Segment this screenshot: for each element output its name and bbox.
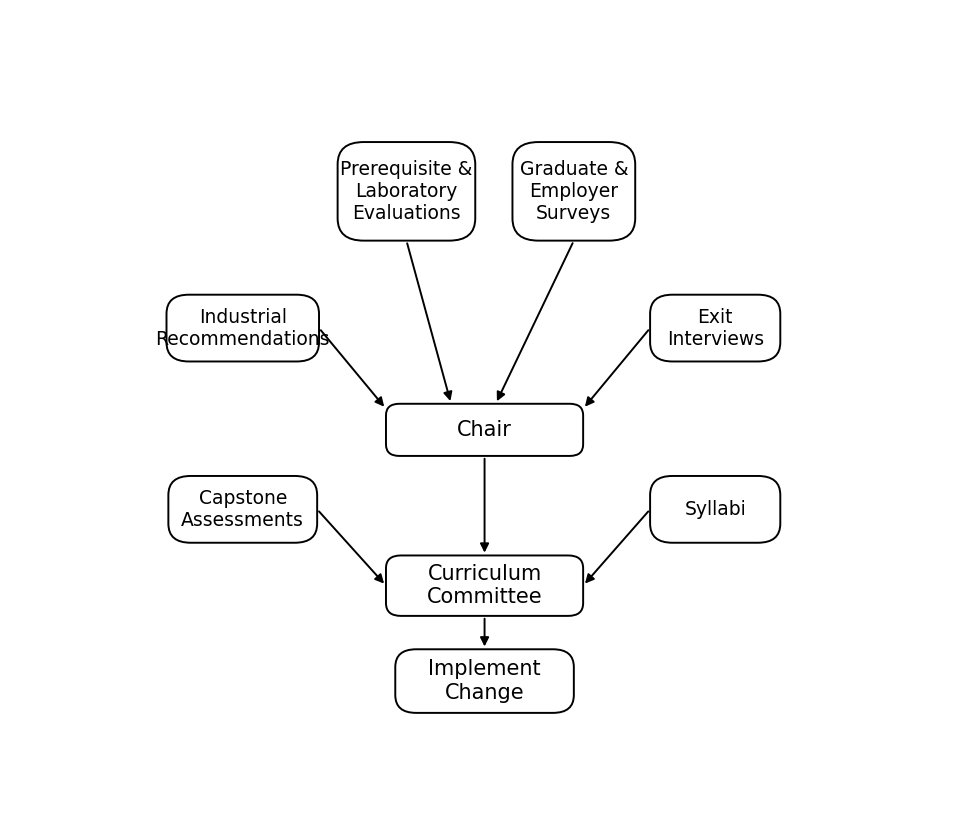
Text: Syllabi: Syllabi xyxy=(684,500,746,519)
Text: Prerequisite &
Laboratory
Evaluations: Prerequisite & Laboratory Evaluations xyxy=(340,160,472,223)
FancyBboxPatch shape xyxy=(386,404,583,456)
FancyBboxPatch shape xyxy=(650,295,780,362)
Text: Exit
Interviews: Exit Interviews xyxy=(666,307,764,349)
Text: Curriculum
Committee: Curriculum Committee xyxy=(427,564,542,607)
FancyBboxPatch shape xyxy=(396,649,574,713)
Text: Industrial
Recommendations: Industrial Recommendations xyxy=(156,307,330,349)
FancyBboxPatch shape xyxy=(338,142,475,240)
Text: Chair: Chair xyxy=(457,420,512,440)
FancyBboxPatch shape xyxy=(650,476,780,543)
FancyBboxPatch shape xyxy=(166,295,319,362)
Text: Capstone
Assessments: Capstone Assessments xyxy=(181,489,304,529)
FancyBboxPatch shape xyxy=(386,555,583,616)
Text: Graduate &
Employer
Surveys: Graduate & Employer Surveys xyxy=(519,160,628,223)
FancyBboxPatch shape xyxy=(513,142,636,240)
FancyBboxPatch shape xyxy=(168,476,317,543)
Text: Implement
Change: Implement Change xyxy=(428,659,540,703)
